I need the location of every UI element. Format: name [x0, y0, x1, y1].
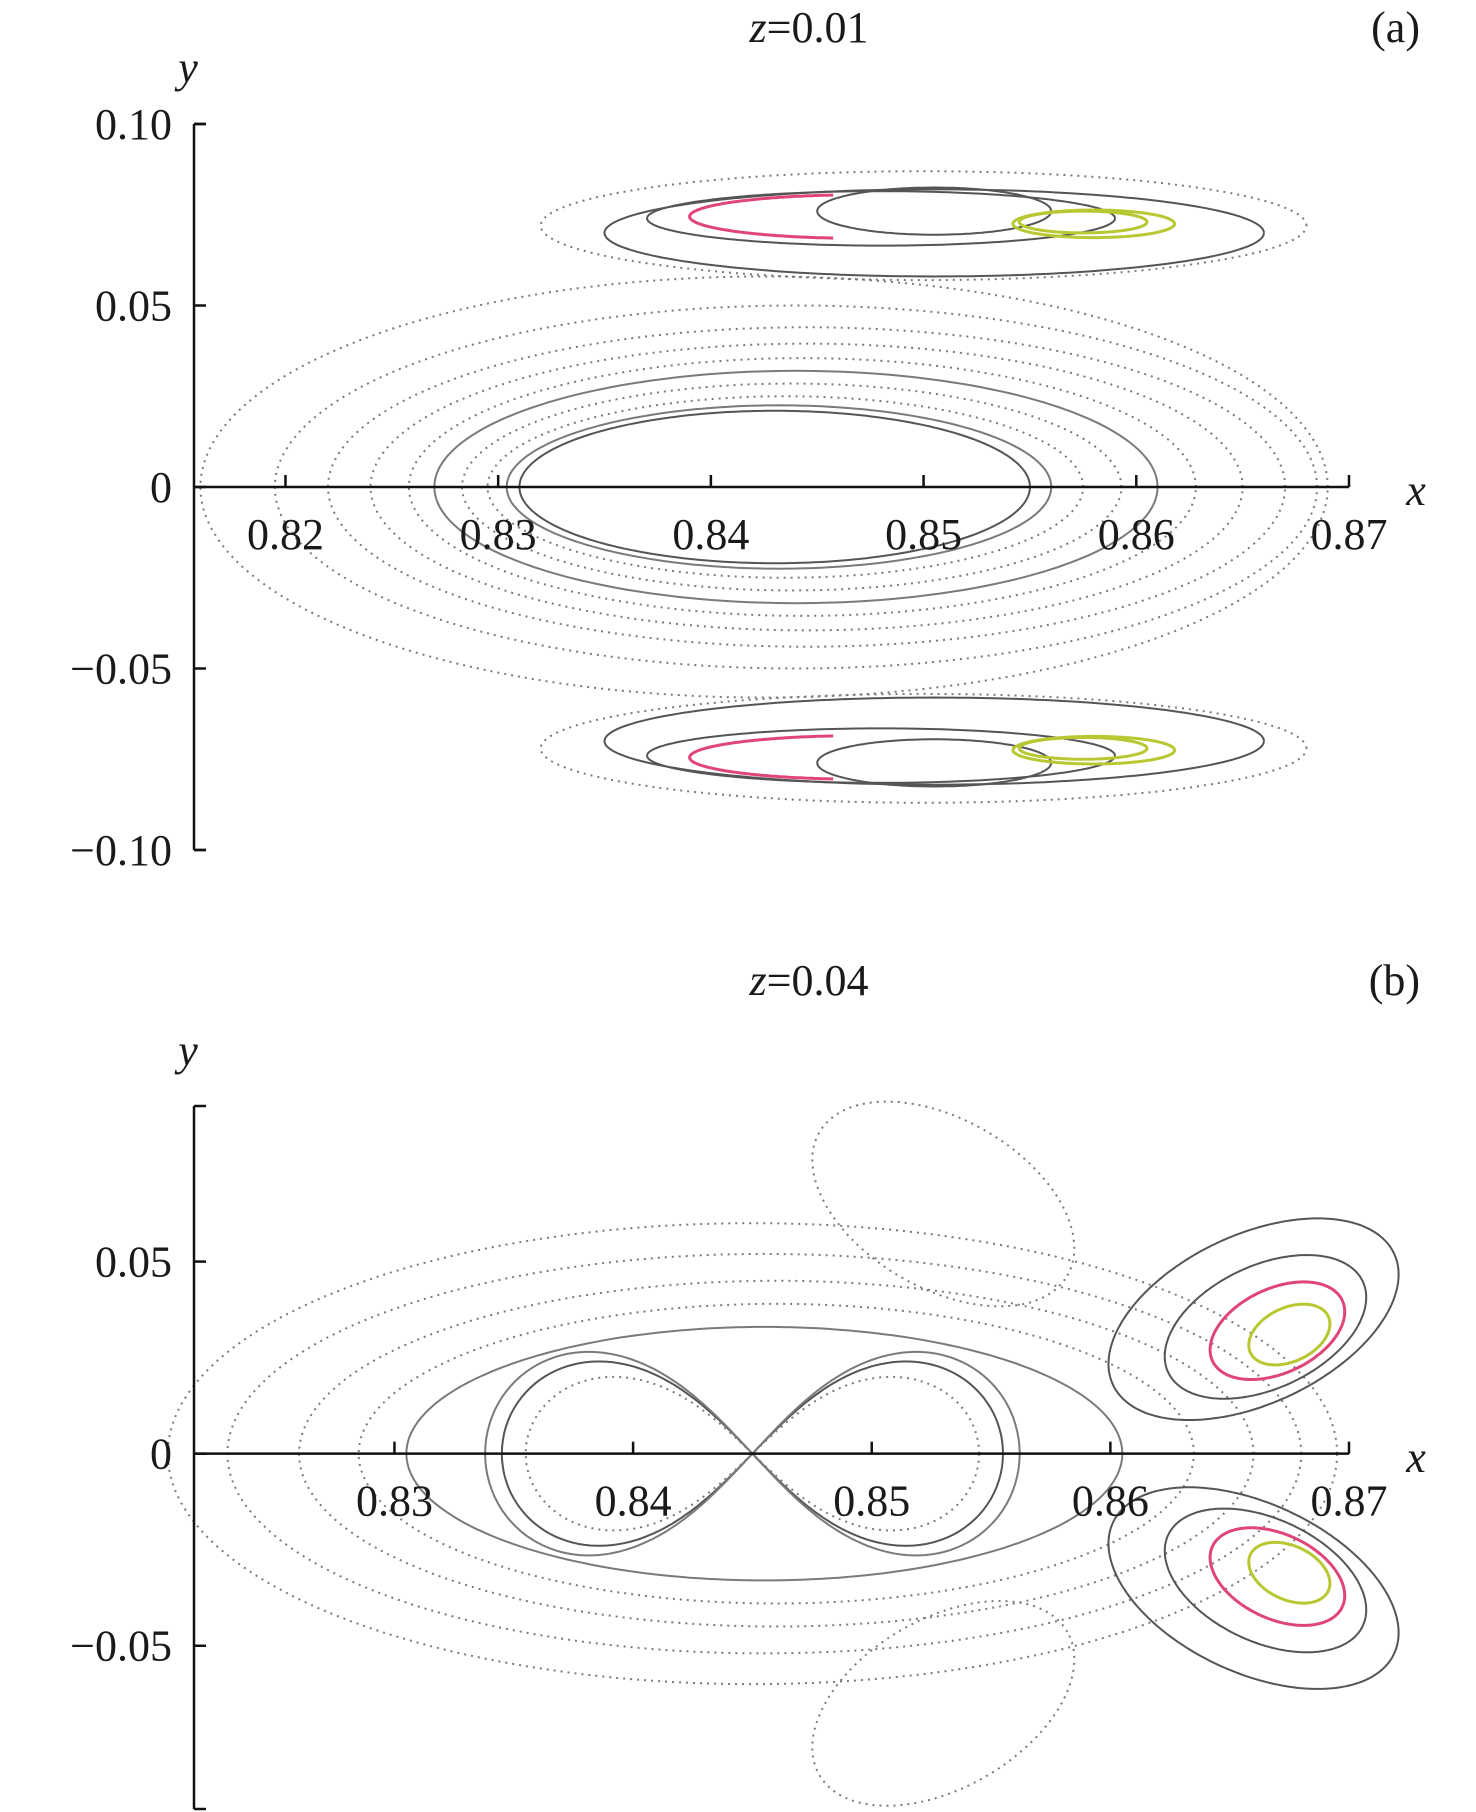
orbit-curve-a-13: [816, 186, 1053, 236]
orbit-curve-a-23: [1011, 734, 1177, 766]
orbit-curve-b-13: [1163, 1507, 1368, 1654]
title-a: z=0.01: [749, 3, 869, 52]
orbit-curve-a-5: [407, 357, 1197, 617]
orbit-curve-a-10: [539, 170, 1308, 282]
y-tick-label-a: 0: [150, 463, 172, 512]
panel-label-a: (a): [1371, 3, 1420, 52]
orbit-curve-a-11: [603, 188, 1265, 278]
orbit-curve-a-21: [688, 734, 834, 781]
orbit-curve-b-9: [1163, 1253, 1368, 1400]
orbit-curve-b-11: [1247, 1302, 1332, 1367]
orbit-curve-a-17: [539, 692, 1308, 804]
x-tick-label-a: 0.86: [1098, 510, 1175, 559]
orbit-curve-b-14: [1208, 1526, 1347, 1627]
orbit-curve-a-22: [1017, 736, 1149, 761]
y-axis-label-a: y: [174, 43, 198, 92]
y-axis-label-b: y: [174, 1026, 198, 1075]
x-tick-label-a: 0.82: [247, 510, 324, 559]
y-tick-label-a: 0.05: [95, 282, 172, 331]
panel-label-b: (b): [1369, 956, 1420, 1005]
orbit-curve-a-20: [816, 738, 1053, 788]
y-tick-label-b: −0.05: [70, 1622, 172, 1671]
y-tick-label-a: 0.10: [95, 100, 172, 149]
y-tick-label-a: −0.05: [70, 645, 172, 694]
orbit-curve-a-19: [646, 727, 1116, 784]
x-tick-label-b: 0.87: [1311, 1477, 1388, 1526]
orbit-curve-a-14: [688, 193, 834, 240]
x-tick-label-b: 0.85: [833, 1477, 910, 1526]
orbit-curve-b-4: [357, 1302, 1195, 1605]
x-tick-label-b: 0.86: [1072, 1477, 1149, 1526]
x-tick-label-a: 0.83: [460, 510, 537, 559]
orbit-curve-a-18: [603, 696, 1265, 786]
orbit-curve-a-15: [1017, 209, 1149, 235]
y-tick-label-b: 0.05: [95, 1238, 172, 1287]
orbit-curve-b-12: [1107, 1486, 1400, 1690]
orbit-curve-b-10: [1208, 1280, 1347, 1381]
orbit-curve-b-15: [1247, 1540, 1332, 1605]
x-tick-label-a: 0.84: [672, 510, 749, 559]
x-tick-label-b: 0.84: [595, 1477, 672, 1526]
title-b: z=0.04: [749, 956, 869, 1005]
x-tick-label-b: 0.83: [356, 1477, 433, 1526]
x-tick-label-a: 0.85: [885, 510, 962, 559]
y-tick-label-b: 0: [150, 1430, 172, 1479]
y-tick-label-a: −0.10: [70, 826, 172, 875]
x-axis-label-b: x: [1405, 1433, 1426, 1482]
orbit-curve-b-8: [1107, 1217, 1400, 1421]
orbit-curve-a-16: [1011, 208, 1177, 240]
x-tick-label-a: 0.87: [1311, 510, 1388, 559]
orbit-curve-a-12: [646, 190, 1116, 247]
x-axis-label-a: x: [1405, 466, 1426, 515]
